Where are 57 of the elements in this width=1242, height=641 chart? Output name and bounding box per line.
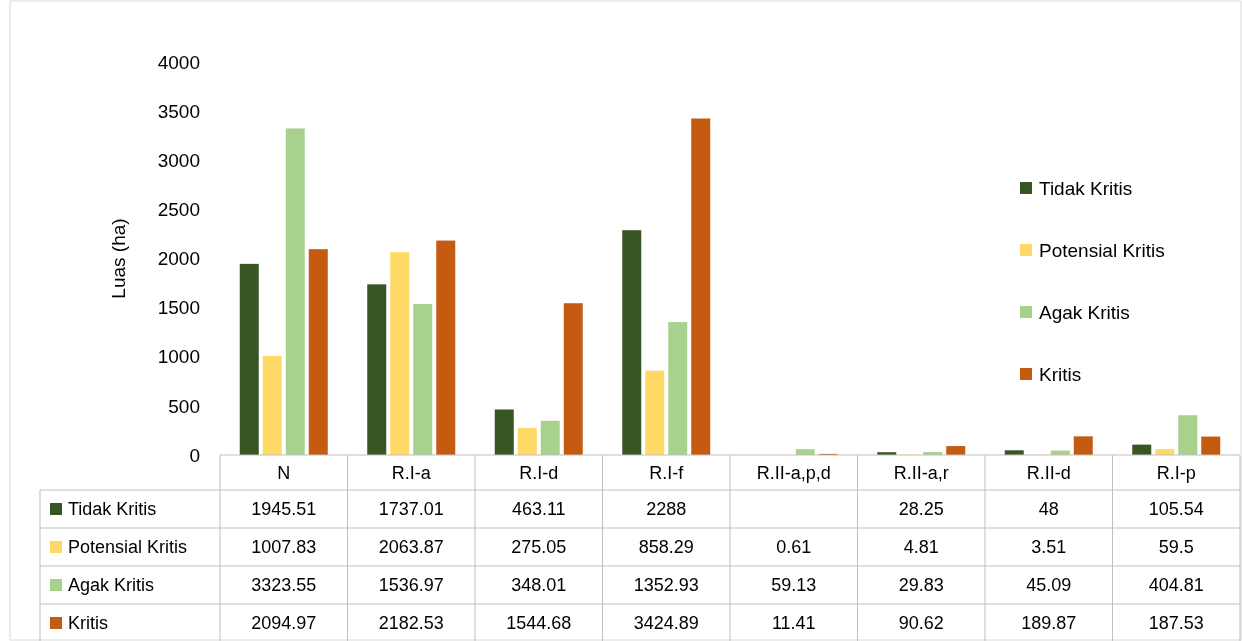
data-label: 0.61 — [776, 537, 812, 558]
y-tick-label: 3500 — [157, 100, 200, 122]
data-label: 1737.01 — [378, 499, 444, 520]
data-label: 3424.89 — [633, 613, 699, 634]
data-label: 404.81 — [1148, 575, 1204, 596]
data-label: 48 — [1038, 499, 1059, 520]
data-label: 105.54 — [1148, 499, 1204, 520]
y-tick-label: 2000 — [157, 248, 200, 270]
x-tick-label: R.I-f — [649, 462, 685, 483]
data-label: 275.05 — [511, 537, 567, 558]
data-label: 2182.53 — [378, 613, 444, 634]
legend-label: Agak Kritis — [1039, 301, 1130, 323]
x-tick-label: R.I-a — [391, 462, 432, 483]
data-label: 11.41 — [771, 613, 816, 634]
data-label: 1536.97 — [378, 575, 444, 596]
y-tick-label: 0 — [189, 444, 200, 466]
text: Agak Kritis — [68, 575, 155, 596]
data-label: 189.87 — [1021, 613, 1077, 634]
data-label: 3.51 — [1031, 537, 1067, 558]
data-label: 187.53 — [1148, 613, 1204, 634]
x-tick-label: R.II-a,r — [893, 462, 949, 483]
data-label: 59.5 — [1158, 537, 1194, 558]
data-label: 2288 — [646, 499, 687, 520]
data-label: 2094.97 — [251, 613, 317, 634]
y-tick-label: 1500 — [157, 297, 200, 319]
x-tick-label: R.II-d — [1026, 462, 1071, 483]
data-label: 1945.51 — [251, 499, 317, 520]
x-tick-label: R.I-d — [519, 462, 559, 483]
text: Kritis — [68, 613, 108, 634]
data-label: 4.81 — [903, 537, 939, 558]
x-tick-label: R.I-p — [1156, 462, 1196, 483]
data-label: 348.01 — [511, 575, 567, 596]
data-label: 3323.55 — [251, 575, 317, 596]
data-label: 90.62 — [898, 613, 944, 634]
y-tick-label: 3000 — [157, 149, 200, 171]
data-label: 29.83 — [898, 575, 944, 596]
data-label: 2063.87 — [378, 537, 444, 558]
data-label: 28.25 — [898, 499, 944, 520]
legend-label: Potensial Kritis — [1039, 239, 1165, 261]
legend-label: Tidak Kritis — [1039, 177, 1133, 199]
y-tick-label: 4000 — [157, 51, 200, 73]
x-tick-label: N — [277, 462, 291, 483]
data-label: 59.13 — [771, 575, 817, 596]
text: Potensial Kritis — [68, 537, 188, 558]
y-tick-label: 1000 — [157, 346, 200, 368]
text: Tidak Kritis — [68, 499, 157, 520]
y-axis-title: Luas (ha) — [108, 218, 129, 299]
data-label: 1007.83 — [251, 537, 317, 558]
data-label: 1352.93 — [633, 575, 699, 596]
y-tick-label: 500 — [168, 395, 200, 417]
data-label: 45.09 — [1026, 575, 1072, 596]
legend-label: Kritis — [1039, 363, 1082, 385]
x-tick-label: R.II-a,p,d — [756, 462, 831, 483]
data-label: 858.29 — [638, 537, 694, 558]
data-label: 463.11 — [511, 499, 566, 520]
data-label: 1544.68 — [506, 613, 572, 634]
y-tick-label: 2500 — [157, 199, 200, 221]
